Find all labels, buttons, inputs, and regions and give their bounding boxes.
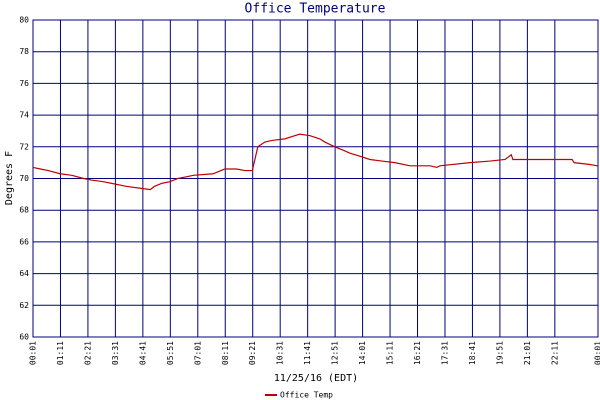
- x-tick-label: 15:11: [386, 341, 395, 365]
- y-axis-label: Degrees F: [4, 151, 15, 205]
- y-tick-label: 70: [19, 174, 29, 183]
- legend-label: Office Temp: [280, 391, 333, 400]
- y-tick-label: 68: [19, 206, 29, 215]
- x-tick-label: 00:01: [594, 341, 600, 365]
- x-tick-label: 21:01: [523, 341, 532, 365]
- y-tick-label: 78: [19, 47, 29, 56]
- data-line: [32, 133, 598, 191]
- x-tick-label: 11:41: [303, 341, 312, 365]
- x-tick-label: 00:01: [29, 341, 38, 365]
- x-tick-label: 10:31: [276, 341, 285, 365]
- x-tick-label: 17:31: [440, 341, 449, 365]
- x-tick-label: 04:41: [138, 341, 147, 365]
- chart-title: Office Temperature: [245, 2, 386, 17]
- x-tick-label: 07:01: [193, 341, 202, 365]
- y-tick-label: 80: [19, 16, 29, 25]
- x-tick-label: 12:51: [331, 341, 340, 365]
- y-tick-label: 64: [19, 269, 29, 278]
- y-tick-label: 62: [19, 301, 29, 310]
- y-tick-label: 72: [19, 142, 29, 151]
- x-tick-label: 22:11: [550, 341, 559, 365]
- y-tick-label: 66: [19, 237, 29, 246]
- x-tick-label: 19:51: [495, 341, 504, 365]
- x-tick-label: 16:21: [413, 341, 422, 365]
- y-tick-label: 60: [19, 333, 29, 342]
- x-axis-label: 11/25/16 (EDT): [274, 373, 358, 384]
- x-tick-label: 18:41: [468, 341, 477, 365]
- x-tick-label: 08:11: [221, 341, 230, 365]
- x-tick-label: 05:51: [166, 341, 175, 365]
- y-tick-label: 74: [19, 111, 29, 120]
- x-tick-label: 02:21: [83, 341, 92, 365]
- x-tick-label: 09:21: [248, 341, 257, 365]
- x-tick-label: 01:11: [56, 341, 65, 365]
- y-tick-label: 76: [19, 79, 29, 88]
- x-tick-label: 14:01: [358, 341, 367, 365]
- x-tick-label: 03:31: [111, 341, 120, 365]
